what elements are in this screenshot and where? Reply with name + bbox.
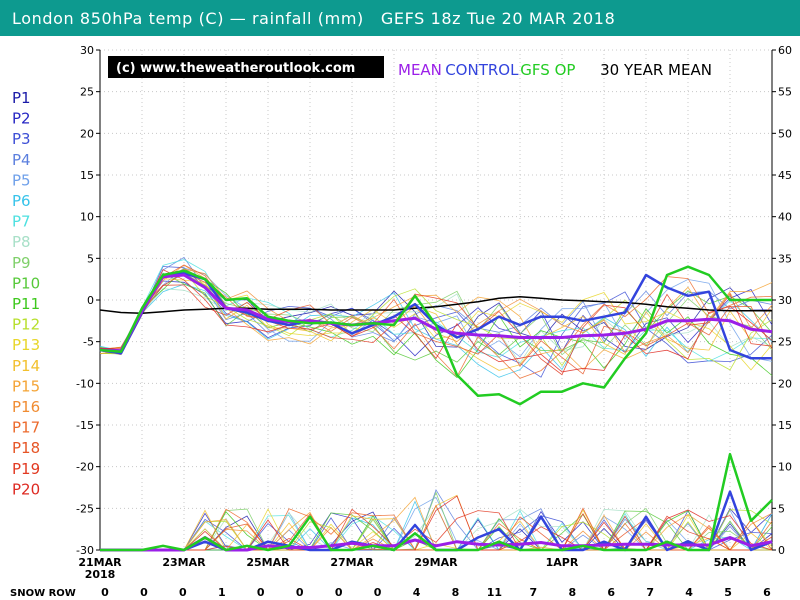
snow-row-value: 4 <box>413 586 421 599</box>
snow-row-value: 7 <box>530 586 538 599</box>
series-lines <box>99 265 773 552</box>
left-tick-label: 25 <box>80 86 94 99</box>
watermark-text: (c) www.theweatheroutlook.com <box>116 61 355 76</box>
chart-text: 302520151050-5-10-15-20-25-3060555045403… <box>10 44 792 599</box>
x-tick-label: 25MAR <box>246 556 290 569</box>
member-temp-line-p20 <box>99 269 773 373</box>
right-tick-label: 0 <box>778 544 785 557</box>
left-tick-label: 5 <box>87 252 94 265</box>
legend-control: CONTROL <box>445 61 519 79</box>
snow-row-value: 0 <box>101 586 109 599</box>
member-temp-line-p16 <box>99 268 773 356</box>
x-tick-label: 27MAR <box>330 556 374 569</box>
snow-row-value: 6 <box>607 586 615 599</box>
right-tick-label: 45 <box>778 169 792 182</box>
member-temp-line-p12 <box>99 270 773 371</box>
right-tick-label: 40 <box>778 211 792 224</box>
temp-year30-mean-line <box>99 295 772 315</box>
snow-row-label: SNOW ROW <box>10 588 76 599</box>
member-legend-p7: P7 <box>12 213 31 231</box>
left-tick-label: 15 <box>80 169 94 182</box>
left-tick-label: -30 <box>76 544 94 557</box>
snow-row-value: 0 <box>296 586 304 599</box>
member-legend-p4: P4 <box>12 151 31 169</box>
title-bar: London 850hPa temp (C) — rainfall (mm) G… <box>0 0 800 36</box>
left-tick-label: 10 <box>80 211 94 224</box>
snow-row-value: 0 <box>374 586 382 599</box>
right-tick-label: 15 <box>778 419 792 432</box>
snow-row-value: 6 <box>763 586 771 599</box>
right-tick-label: 10 <box>778 461 792 474</box>
member-legend-p13: P13 <box>12 336 40 354</box>
snow-row-value: 5 <box>724 586 732 599</box>
left-tick-label: -10 <box>76 377 94 390</box>
snow-row-value: 1 <box>218 586 226 599</box>
left-tick-label: -5 <box>83 336 94 349</box>
member-legend-p12: P12 <box>12 316 40 334</box>
member-legend-p11: P11 <box>12 295 40 313</box>
member-legend-p19: P19 <box>12 460 40 478</box>
member-legend-p1: P1 <box>12 89 31 107</box>
right-tick-label: 35 <box>778 252 792 265</box>
member-legend-p17: P17 <box>12 419 40 437</box>
left-tick-label: -25 <box>76 502 94 515</box>
snow-row-value: 0 <box>140 586 148 599</box>
x-tick-label: 5APR <box>714 556 747 569</box>
right-tick-label: 20 <box>778 377 792 390</box>
x-tick-label: 23MAR <box>162 556 206 569</box>
member-legend-p9: P9 <box>12 254 31 272</box>
member-lines <box>99 256 773 551</box>
member-rain-line-p17 <box>100 504 773 551</box>
member-legend-p2: P2 <box>12 110 31 128</box>
member-temp-line-p19 <box>99 284 773 376</box>
snow-row-value: 0 <box>335 586 343 599</box>
left-tick-label: 0 <box>87 294 94 307</box>
member-rain-line-p20 <box>100 495 773 551</box>
watermark-box <box>108 56 384 78</box>
member-legend-p5: P5 <box>12 171 31 189</box>
snow-row-value: 7 <box>646 586 654 599</box>
snow-row-value: 0 <box>179 586 187 599</box>
member-legend-p16: P16 <box>12 398 40 416</box>
member-legend-p10: P10 <box>12 274 40 292</box>
snow-row-value: 8 <box>568 586 576 599</box>
page-title: London 850hPa temp (C) — rainfall (mm) G… <box>12 9 616 28</box>
legend-30-year-mean: 30 YEAR MEAN <box>600 61 712 79</box>
x-tick-label: 3APR <box>630 556 663 569</box>
x-tick-sublabel: 2018 <box>85 568 116 581</box>
member-legend-p15: P15 <box>12 377 40 395</box>
snow-row-value: 4 <box>685 586 693 599</box>
temp-mean-line <box>99 273 773 353</box>
right-tick-label: 50 <box>778 127 792 140</box>
legend-mean: MEAN <box>398 61 442 79</box>
legend-gfs-op: GFS OP <box>520 61 575 79</box>
left-tick-label: 20 <box>80 127 94 140</box>
right-tick-label: 30 <box>778 294 792 307</box>
left-tick-label: -20 <box>76 461 94 474</box>
member-temp-line-p10 <box>99 272 773 363</box>
member-legend-p20: P20 <box>12 480 40 498</box>
left-tick-label: 30 <box>80 44 94 57</box>
left-tick-label: -15 <box>76 419 94 432</box>
rain-gfs-op-line <box>100 452 773 552</box>
member-legend-p8: P8 <box>12 233 31 251</box>
member-rain-line-p19 <box>100 508 773 551</box>
right-tick-label: 60 <box>778 44 792 57</box>
right-tick-label: 5 <box>778 502 785 515</box>
snow-row-value: 8 <box>452 586 460 599</box>
right-tick-label: 25 <box>778 336 792 349</box>
x-tick-label: 1APR <box>546 556 579 569</box>
member-legend-p3: P3 <box>12 130 31 148</box>
snow-row-value: 0 <box>257 586 265 599</box>
x-tick-label: 21MAR <box>78 556 122 569</box>
x-tick-label: 29MAR <box>414 556 458 569</box>
member-legend-p14: P14 <box>12 357 40 375</box>
temp-gfs-op-line <box>99 265 772 406</box>
right-tick-label: 55 <box>778 86 792 99</box>
member-legend-p6: P6 <box>12 192 31 210</box>
member-legend-p18: P18 <box>12 439 40 457</box>
snow-row-value: 11 <box>487 586 502 599</box>
